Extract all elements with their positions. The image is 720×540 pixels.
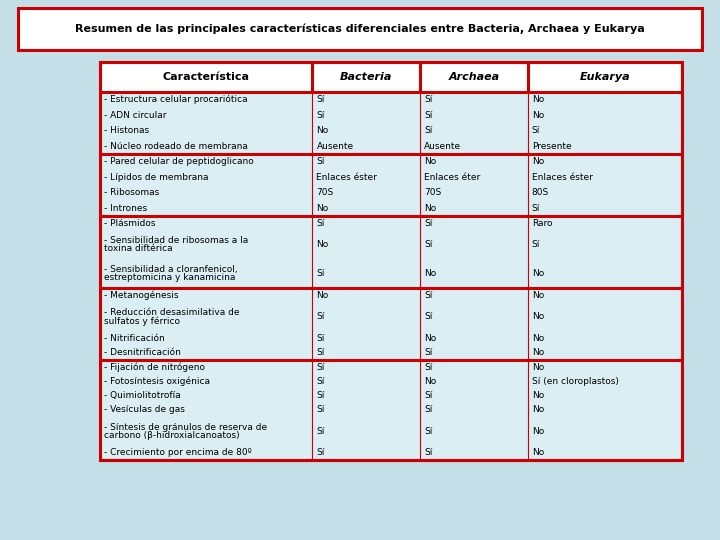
Text: No: No [532, 363, 544, 372]
Text: No: No [424, 269, 436, 278]
Text: Sí: Sí [316, 219, 325, 228]
Text: Sí: Sí [424, 312, 433, 321]
Text: Sí: Sí [316, 448, 325, 457]
Text: Resumen de las principales características diferenciales entre Bacteria, Archaea: Resumen de las principales característic… [75, 24, 645, 34]
Text: - Ribosomas: - Ribosomas [104, 188, 159, 197]
Text: - ADN circular: - ADN circular [104, 111, 166, 120]
Text: No: No [424, 377, 436, 386]
Text: - Sensibilidad de ribosomas a la: - Sensibilidad de ribosomas a la [104, 237, 248, 245]
Text: 80S: 80S [532, 188, 549, 197]
Text: Raro: Raro [532, 219, 552, 228]
Text: Sí: Sí [424, 391, 433, 400]
Bar [100, 62, 682, 460]
Text: Bacteria: Bacteria [340, 72, 392, 82]
Text: No: No [532, 391, 544, 400]
Bar [18, 8, 702, 50]
Text: - Síntesis de gránulos de reserva de: - Síntesis de gránulos de reserva de [104, 423, 267, 432]
Text: Enlaces éter: Enlaces éter [424, 173, 480, 182]
Text: Sí: Sí [532, 204, 540, 213]
Text: No: No [424, 157, 436, 166]
Text: Sí: Sí [424, 126, 433, 135]
Text: Ausente: Ausente [424, 141, 462, 151]
Text: No: No [316, 291, 328, 300]
Text: No: No [532, 312, 544, 321]
Text: - Intrones: - Intrones [104, 204, 147, 213]
Text: Sí: Sí [316, 348, 325, 357]
Text: Sí: Sí [424, 219, 433, 228]
Text: toxina diftérica: toxina diftérica [104, 244, 173, 253]
Text: Sí: Sí [316, 157, 325, 166]
Text: No: No [532, 269, 544, 278]
Text: Sí: Sí [424, 111, 433, 120]
Text: Sí: Sí [316, 111, 325, 120]
Text: Sí: Sí [424, 406, 433, 415]
Text: - Nitrificación: - Nitrificación [104, 334, 165, 343]
Text: No: No [424, 204, 436, 213]
Text: - Estructura celular procariótica: - Estructura celular procariótica [104, 95, 248, 105]
Text: - Fotosíntesis oxigénica: - Fotosíntesis oxigénica [104, 377, 210, 386]
Text: - Sensibilidad a cloranfenicol,: - Sensibilidad a cloranfenicol, [104, 265, 238, 274]
Text: Sí: Sí [316, 269, 325, 278]
Text: - Desnitrificación: - Desnitrificación [104, 348, 181, 357]
Text: No: No [424, 334, 436, 343]
Text: Sí: Sí [424, 240, 433, 249]
Text: Enlaces éster: Enlaces éster [532, 173, 593, 182]
Text: - Crecimiento por encima de 80º: - Crecimiento por encima de 80º [104, 448, 252, 457]
Text: Sí: Sí [316, 312, 325, 321]
Text: Sí: Sí [316, 427, 325, 436]
Text: Sí: Sí [316, 406, 325, 415]
Bar [100, 62, 682, 460]
Text: Sí: Sí [316, 334, 325, 343]
Text: - Vesículas de gas: - Vesículas de gas [104, 406, 185, 415]
Text: - Plásmidos: - Plásmidos [104, 219, 156, 228]
Text: - Fijación de nitrógeno: - Fijación de nitrógeno [104, 362, 205, 372]
Text: sulfatos y férrico: sulfatos y férrico [104, 316, 180, 326]
Text: No: No [316, 204, 328, 213]
Text: Presente: Presente [532, 141, 572, 151]
Text: estreptomicina y kanamicina: estreptomicina y kanamicina [104, 273, 235, 282]
Text: - Histonas: - Histonas [104, 126, 149, 135]
Text: Sí: Sí [424, 448, 433, 457]
Bar [100, 92, 682, 460]
Text: No: No [532, 111, 544, 120]
Text: 70S: 70S [424, 188, 441, 197]
Text: Sí: Sí [532, 126, 540, 135]
Text: Sí: Sí [316, 95, 325, 104]
Text: Archaea: Archaea [449, 72, 500, 82]
Text: No: No [532, 348, 544, 357]
Text: No: No [532, 427, 544, 436]
Text: - Metanogénesis: - Metanogénesis [104, 291, 179, 300]
Text: Sí: Sí [316, 377, 325, 386]
Text: No: No [316, 240, 328, 249]
Text: Sí: Sí [316, 391, 325, 400]
Text: - Reducción desasimilativa de: - Reducción desasimilativa de [104, 308, 240, 318]
Text: No: No [532, 157, 544, 166]
Text: Sí: Sí [316, 363, 325, 372]
Text: No: No [532, 334, 544, 343]
Text: - Pared celular de peptidoglicano: - Pared celular de peptidoglicano [104, 157, 253, 166]
Text: Sí: Sí [424, 427, 433, 436]
Text: 70S: 70S [316, 188, 333, 197]
Text: - Lípidos de membrana: - Lípidos de membrana [104, 173, 209, 182]
Text: carbono (β-hidroxialcanoatos): carbono (β-hidroxialcanoatos) [104, 431, 240, 440]
Text: Característica: Característica [163, 72, 250, 82]
Text: No: No [532, 291, 544, 300]
Text: No: No [316, 126, 328, 135]
Text: Sí: Sí [424, 291, 433, 300]
Text: No: No [532, 95, 544, 104]
Text: Sí: Sí [532, 240, 540, 249]
Text: - Quimiolitotrofía: - Quimiolitotrofía [104, 391, 181, 400]
Text: Eukarya: Eukarya [580, 72, 630, 82]
Text: Ausente: Ausente [316, 141, 354, 151]
Text: Enlaces éster: Enlaces éster [316, 173, 377, 182]
Text: No: No [532, 448, 544, 457]
Text: Sí: Sí [424, 348, 433, 357]
Text: Sí: Sí [424, 363, 433, 372]
Text: Sí: Sí [424, 95, 433, 104]
Text: Sí (en cloroplastos): Sí (en cloroplastos) [532, 377, 618, 386]
Text: No: No [532, 406, 544, 415]
Text: - Núcleo rodeado de membrana: - Núcleo rodeado de membrana [104, 141, 248, 151]
